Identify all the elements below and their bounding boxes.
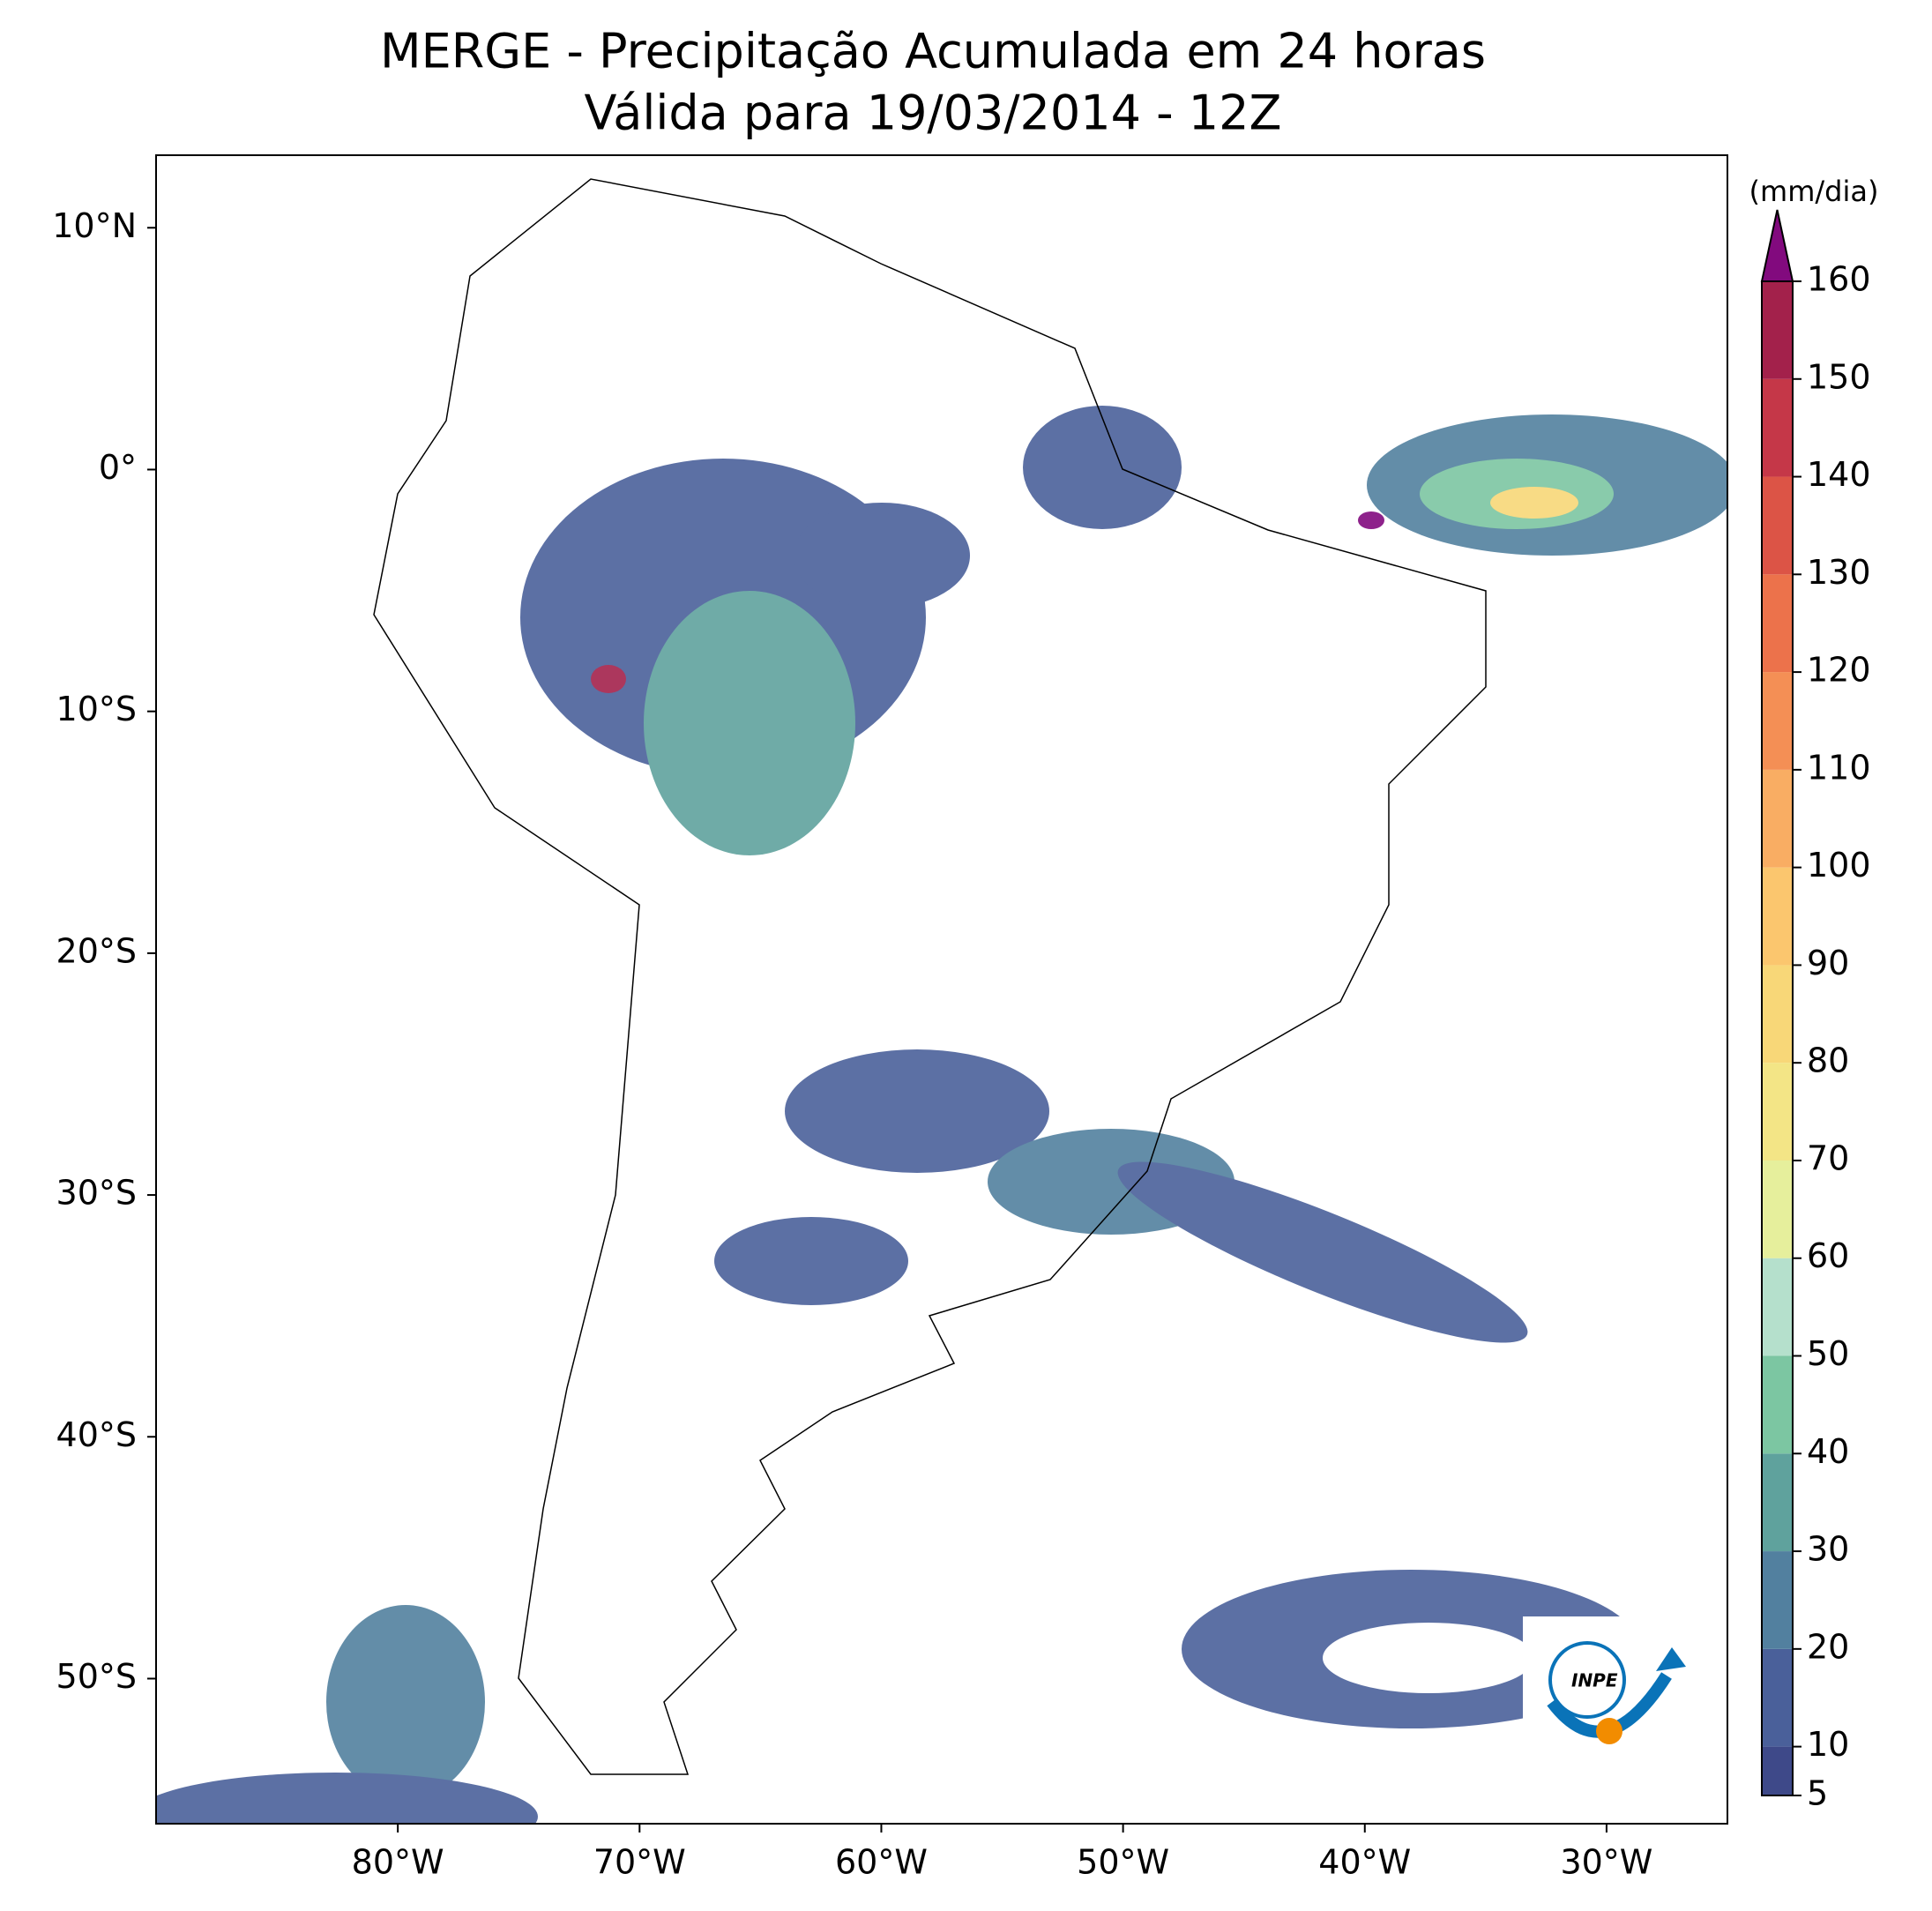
colorbar-tick-label: 90 <box>1807 944 1849 982</box>
colorbar-tick-label: 80 <box>1807 1041 1849 1080</box>
x-tick-label: 70°W <box>593 1843 686 1882</box>
colorbar-band <box>1762 1551 1793 1649</box>
x-tick-label: 80°W <box>352 1843 444 1882</box>
y-tick-label: 50°S <box>56 1657 137 1696</box>
colorbar-tick-label: 70 <box>1807 1138 1849 1177</box>
x-tick-label: 50°W <box>1077 1843 1169 1882</box>
colorbar-tick-label: 60 <box>1807 1236 1849 1275</box>
y-tick-label: 20°S <box>56 931 137 970</box>
logo: INPE <box>1523 1616 1710 1744</box>
x-tick-label: 60°W <box>835 1843 928 1882</box>
colorbar-band <box>1762 1063 1793 1161</box>
colorbar-frame <box>1761 280 1794 1796</box>
colorbar-tick-label: 130 <box>1807 553 1871 592</box>
y-tick-label: 0° <box>99 448 137 487</box>
x-tick-label: 30°W <box>1560 1843 1652 1882</box>
colorbar-band <box>1762 574 1793 673</box>
colorbar-band <box>1762 281 1793 379</box>
colorbar-extend <box>1760 209 1794 282</box>
colorbar-band <box>1762 672 1793 770</box>
colorbar-band <box>1762 965 1793 1064</box>
colorbar-tick-label: 110 <box>1807 748 1871 787</box>
y-tick-label: 30°S <box>56 1174 137 1213</box>
colorbar-band <box>1762 769 1793 868</box>
colorbar-band <box>1762 1648 1793 1747</box>
colorbar-tick-label: 140 <box>1807 455 1871 494</box>
y-tick-label: 10°S <box>56 690 137 728</box>
map-frame <box>155 154 1728 1825</box>
coastline <box>373 178 1487 1775</box>
y-tick-label: 10°N <box>52 206 137 245</box>
colorbar-tick-label: 5 <box>1807 1774 1828 1813</box>
logo-text: INPE <box>1571 1670 1618 1691</box>
colorbar-unit: (mm/dia) <box>1749 175 1879 208</box>
colorbar-tick-label: 10 <box>1807 1725 1849 1764</box>
y-tick-label: 40°S <box>56 1415 137 1454</box>
colorbar-band <box>1762 1746 1793 1795</box>
x-tick-label: 40°W <box>1318 1843 1411 1882</box>
colorbar-tick-label: 120 <box>1807 651 1871 690</box>
colorbar-tick-label: 40 <box>1807 1432 1849 1471</box>
colorbar-band <box>1762 1160 1793 1258</box>
colorbar-band <box>1762 1453 1793 1552</box>
colorbar-band <box>1762 867 1793 966</box>
map-area <box>156 178 1727 1824</box>
colorbar-tick-label: 20 <box>1807 1627 1849 1666</box>
title-line1: MERGE - Precipitação Acumulada em 24 hor… <box>380 24 1486 79</box>
colorbar-tick-label: 30 <box>1807 1530 1849 1569</box>
colorbar-band <box>1762 476 1793 575</box>
colorbar-tick-label: 100 <box>1807 846 1871 885</box>
colorbar-tick-label: 150 <box>1807 357 1871 396</box>
precipitation-field <box>156 406 1727 1824</box>
colorbar-band <box>1762 1258 1793 1356</box>
colorbar-tick-label: 50 <box>1807 1334 1849 1373</box>
colorbar-band <box>1762 378 1793 477</box>
title-line2: Válida para 19/03/2014 - 12Z <box>585 86 1282 141</box>
colorbar-tick-label: 160 <box>1807 260 1871 299</box>
colorbar-band <box>1762 1355 1793 1454</box>
